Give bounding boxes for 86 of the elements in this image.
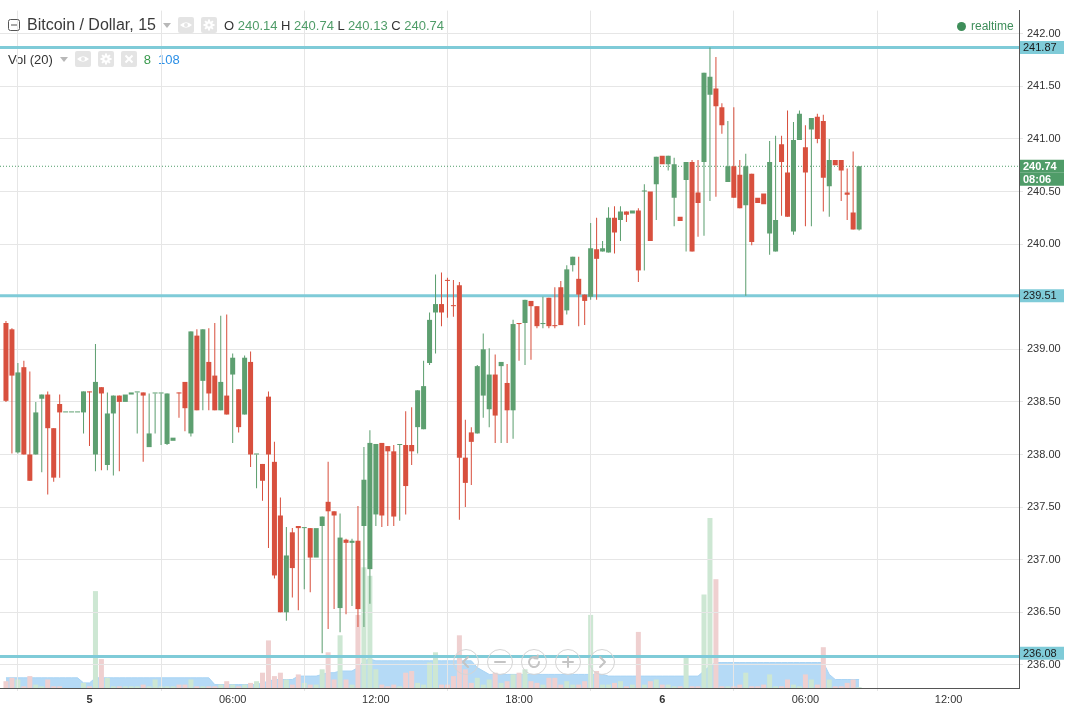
bar bbox=[612, 682, 618, 688]
ref-line-label: 236.08 bbox=[1023, 646, 1057, 659]
bar bbox=[635, 631, 641, 688]
annotation: 8 bbox=[143, 51, 152, 67]
candlestick bbox=[844, 168, 850, 220]
candlestick bbox=[86, 391, 92, 447]
y-tick-label: 238.00 bbox=[1027, 447, 1061, 460]
candlestick bbox=[343, 538, 349, 615]
y-tick-label: 237.50 bbox=[1027, 500, 1061, 513]
chart-title: Bitcoin / Dollar, 15 bbox=[27, 16, 156, 34]
y-tick-label: 236.50 bbox=[1027, 605, 1061, 618]
x-tick-label: 06:00 bbox=[791, 692, 820, 705]
candlestick bbox=[528, 300, 534, 360]
bar bbox=[522, 669, 528, 688]
bar bbox=[92, 591, 98, 688]
bar bbox=[283, 679, 289, 688]
bar bbox=[743, 672, 749, 688]
bar bbox=[349, 684, 355, 688]
candlestick bbox=[325, 461, 331, 630]
candlestick bbox=[128, 392, 134, 395]
candlestick bbox=[98, 387, 104, 471]
candlestick bbox=[349, 538, 355, 606]
bar bbox=[98, 659, 104, 688]
candlestick bbox=[116, 395, 122, 472]
candlestick bbox=[134, 391, 140, 434]
bar bbox=[826, 679, 832, 688]
y-tick-label: 237.00 bbox=[1027, 552, 1061, 565]
y-tick-label: 239.00 bbox=[1027, 342, 1061, 355]
bar bbox=[188, 679, 194, 688]
candlestick bbox=[331, 511, 337, 610]
bar bbox=[492, 672, 498, 688]
y-tick-label: 241.50 bbox=[1027, 79, 1061, 92]
y-tick-label: 238.50 bbox=[1027, 394, 1061, 407]
annotation: O 240.14 H 240.74 L 240.13 C 240.74 bbox=[223, 17, 445, 33]
annotation: realtime bbox=[971, 19, 1014, 33]
candlestick bbox=[641, 184, 647, 271]
bar bbox=[653, 679, 659, 688]
bar bbox=[343, 679, 349, 688]
ref-line-label: 240.74 bbox=[1023, 159, 1058, 172]
bar bbox=[510, 674, 516, 688]
text: 08:06 bbox=[1023, 172, 1052, 185]
y-tick-label: 240.50 bbox=[1027, 184, 1061, 197]
candlestick bbox=[313, 528, 319, 558]
x-tick-label: 12:00 bbox=[934, 692, 963, 705]
candlestick bbox=[140, 392, 146, 462]
bar bbox=[224, 681, 230, 688]
y-tick-label: 236.00 bbox=[1027, 657, 1061, 670]
bar bbox=[516, 672, 522, 688]
x-tick-label: 18:00 bbox=[505, 692, 533, 705]
y-tick-label: 242.00 bbox=[1027, 26, 1061, 39]
bar bbox=[504, 681, 510, 688]
candlestick bbox=[122, 394, 128, 402]
bar bbox=[683, 657, 689, 688]
bar bbox=[647, 681, 653, 688]
x-tick-label: 6 bbox=[659, 692, 666, 705]
ref-line-label: 241.87 bbox=[1023, 40, 1057, 53]
candlestick bbox=[629, 210, 635, 214]
bar bbox=[617, 681, 623, 688]
y-tick-label: 241.00 bbox=[1027, 131, 1061, 144]
bar bbox=[808, 679, 814, 688]
bar bbox=[802, 674, 808, 688]
bar bbox=[498, 682, 504, 688]
candlestick bbox=[677, 216, 683, 221]
candlestick bbox=[295, 526, 301, 611]
candlestick bbox=[254, 453, 260, 489]
candlestick bbox=[516, 323, 522, 361]
bar bbox=[594, 671, 600, 688]
bar bbox=[254, 681, 260, 688]
candlestick bbox=[498, 361, 504, 443]
candlestick bbox=[444, 277, 450, 318]
ref-line-label: 239.51 bbox=[1023, 289, 1057, 302]
candlestick bbox=[39, 394, 45, 473]
bar bbox=[81, 682, 87, 688]
x-tick-label: 12:00 bbox=[362, 692, 390, 705]
candlestick bbox=[301, 527, 307, 590]
bar bbox=[248, 682, 254, 688]
bar bbox=[337, 635, 343, 688]
candlestick bbox=[397, 444, 403, 521]
x-tick-label: 06:00 bbox=[218, 692, 247, 705]
bar bbox=[355, 614, 361, 688]
x-tick-label: 5 bbox=[86, 692, 93, 705]
candlestick bbox=[647, 191, 653, 241]
candlestick bbox=[540, 296, 546, 329]
candlestick bbox=[659, 155, 665, 165]
y-tick-label: 240.00 bbox=[1027, 237, 1061, 250]
candlestick bbox=[319, 516, 325, 654]
